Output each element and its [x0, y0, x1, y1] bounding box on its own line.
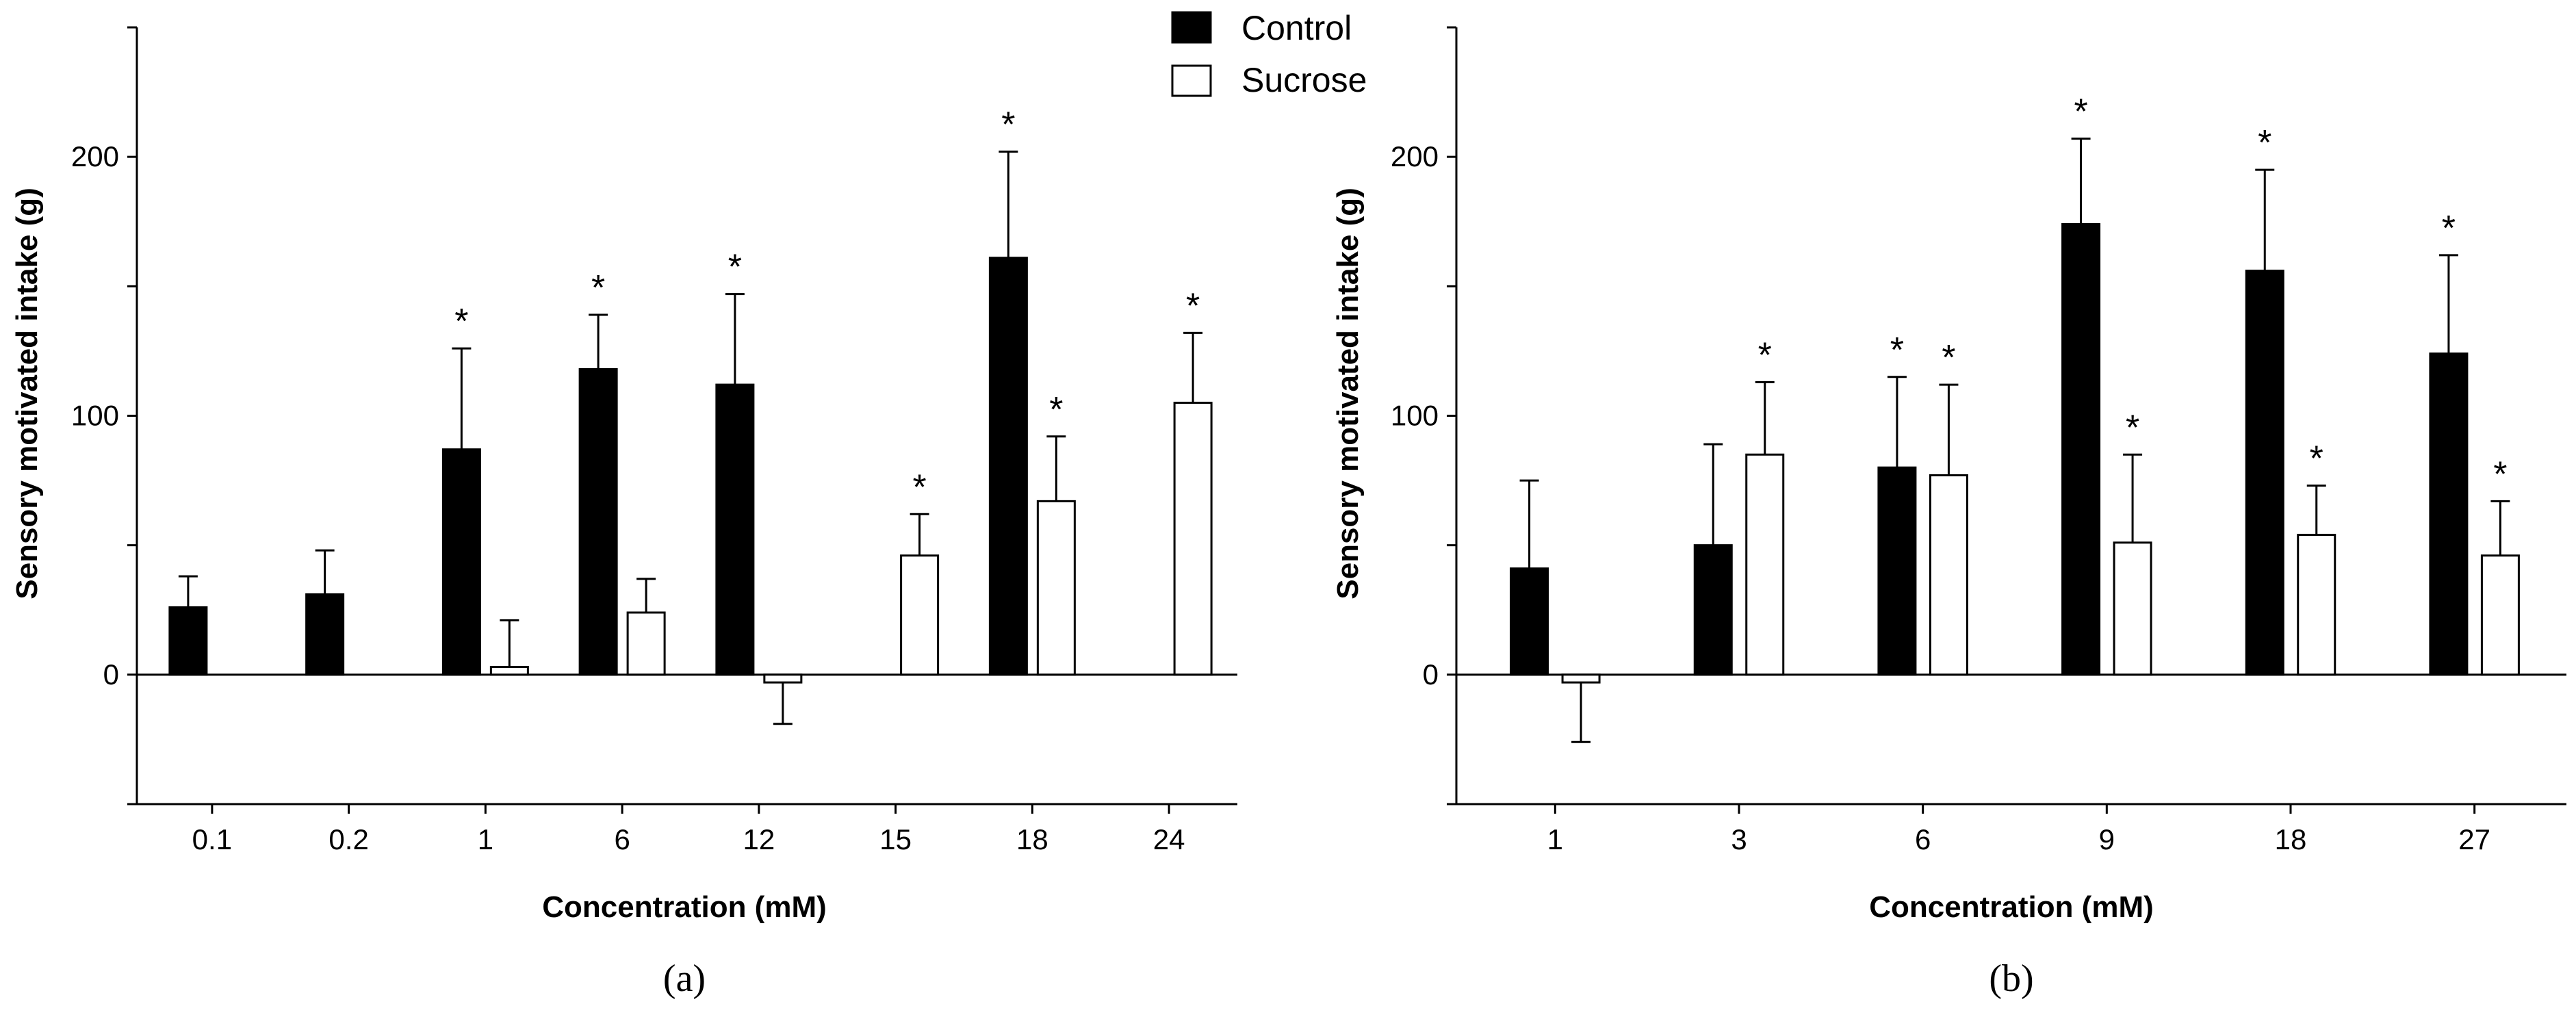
significance-marker: * — [2442, 209, 2456, 248]
bar-control — [305, 593, 345, 676]
bar-sucrose — [1561, 673, 1601, 684]
legend-label-control: Control — [1241, 9, 1352, 47]
bar-sucrose — [1036, 500, 1076, 676]
y-axis-title: Sensory motivated intake (g) — [1331, 188, 1365, 599]
bar-sucrose — [900, 554, 940, 676]
panel-label: (b) — [1989, 957, 2033, 1000]
bar-sucrose — [763, 673, 803, 684]
bar-sucrose — [1929, 474, 1968, 676]
bar-control — [578, 367, 618, 676]
x-tick-label: 12 — [743, 823, 775, 855]
x-tick-label: 0.1 — [192, 823, 232, 855]
bar-control — [1693, 544, 1733, 676]
bar-sucrose — [1745, 453, 1785, 676]
panel-a-chart: 0 100 200 0.1 0.2 * 1 * 6 * 12 * 15 * * 18 * 24 Sensory mo… — [10, 26, 1237, 1000]
significance-marker: * — [1758, 335, 1772, 375]
y-tick-label: 200 — [1391, 140, 1439, 172]
x-tick-label: 24 — [1153, 823, 1185, 855]
x-tick-label: 0.2 — [329, 823, 368, 855]
significance-marker: * — [1186, 286, 1200, 326]
x-tick-label: 27 — [2458, 823, 2490, 855]
bar-sucrose — [2480, 554, 2520, 676]
bar-sucrose — [1173, 402, 1213, 676]
x-tick-label: 15 — [879, 823, 912, 855]
legend-item-control: Control — [1171, 9, 1352, 47]
significance-marker: * — [2493, 454, 2507, 494]
significance-marker: * — [591, 268, 605, 308]
significance-marker: * — [2310, 439, 2323, 479]
y-tick-label: 0 — [1423, 658, 1439, 691]
x-tick-label: 6 — [1915, 823, 1931, 855]
x-tick-label: 18 — [2275, 823, 2307, 855]
y-tick-label: 100 — [1391, 400, 1439, 432]
x-axis-title: Concentration (mM) — [542, 890, 827, 924]
bar-control — [1877, 466, 1917, 676]
significance-marker: * — [454, 302, 468, 341]
bar-control — [2245, 270, 2284, 676]
bar-sucrose — [626, 611, 666, 676]
bar-control — [168, 606, 208, 676]
significance-marker: * — [912, 467, 926, 507]
y-tick-label: 100 — [71, 400, 119, 432]
significance-marker: * — [2074, 92, 2087, 132]
legend-item-sucrose: Sucrose — [1171, 61, 1367, 99]
x-tick-label: 1 — [1547, 823, 1563, 855]
x-tick-label: 9 — [2099, 823, 2115, 855]
bar-control — [715, 383, 755, 676]
bar-control — [2429, 352, 2469, 676]
bar-control — [441, 448, 481, 676]
legend-swatch-control — [1171, 11, 1212, 44]
y-tick-label: 200 — [71, 140, 119, 172]
y-axis-title: Sensory motivated intake (g) — [10, 188, 44, 599]
x-tick-label: 3 — [1731, 823, 1747, 855]
x-tick-label: 6 — [614, 823, 630, 855]
bar-control — [1510, 567, 1549, 676]
significance-marker: * — [1890, 331, 1904, 370]
significance-marker: * — [2126, 408, 2139, 448]
significance-marker: * — [1942, 338, 1955, 378]
significance-marker: * — [728, 248, 742, 287]
bar-sucrose — [2113, 541, 2152, 676]
legend: Control Sucrose — [1171, 9, 1367, 99]
x-axis-title: Concentration (mM) — [1869, 890, 2154, 924]
bar-control — [2061, 223, 2101, 676]
legend-label-sucrose: Sucrose — [1241, 61, 1367, 99]
x-tick-label: 1 — [478, 823, 493, 855]
significance-marker: * — [1049, 390, 1063, 430]
panel-label: (a) — [663, 957, 706, 1000]
bar-sucrose — [2297, 534, 2336, 676]
panel-b-chart: 0 100 200 1 * 3 * * 6 * * 9 * * 18 * * 27 Sensory motivate… — [1331, 26, 2566, 1000]
bar-sucrose — [489, 665, 529, 676]
x-tick-label: 18 — [1016, 823, 1048, 855]
bar-control — [988, 257, 1028, 676]
y-tick-label: 0 — [103, 658, 119, 691]
significance-marker: * — [2258, 123, 2271, 163]
legend-swatch-sucrose — [1171, 64, 1212, 97]
significance-marker: * — [1001, 105, 1015, 145]
